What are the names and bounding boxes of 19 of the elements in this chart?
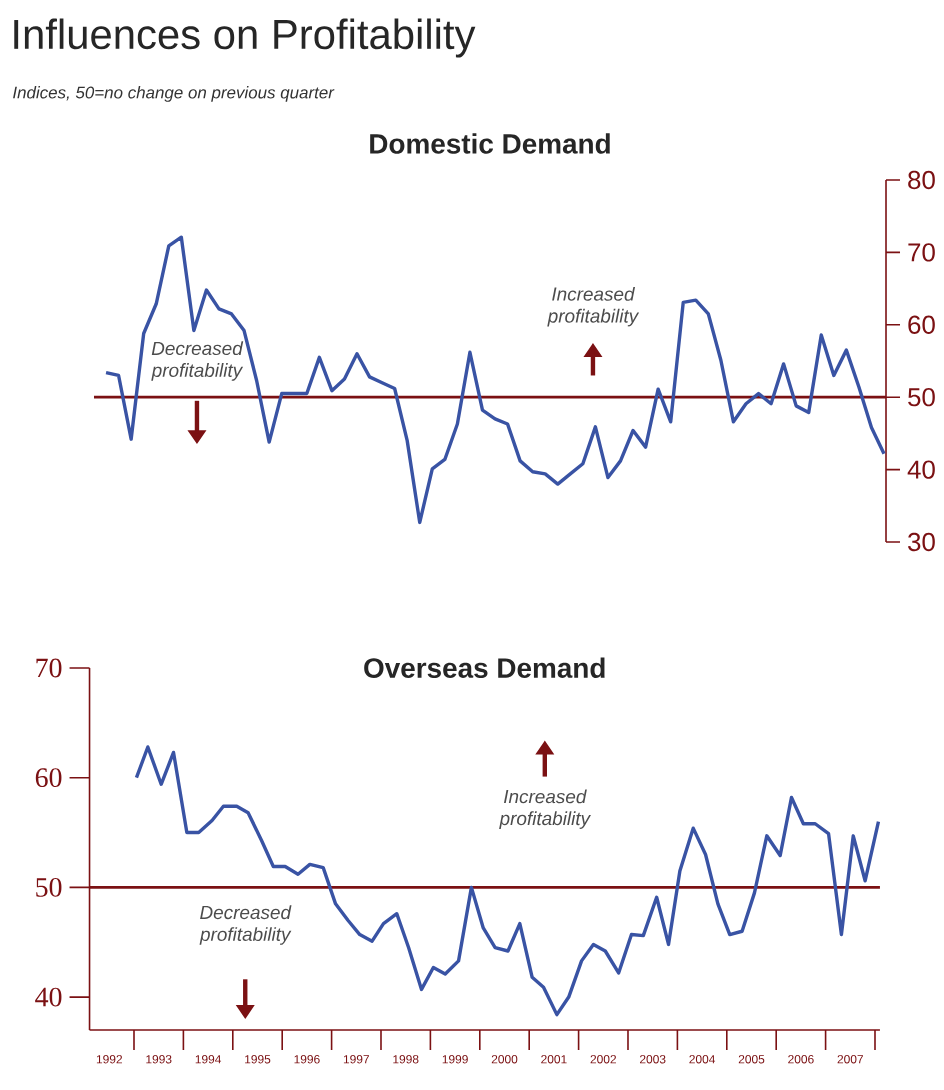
text: Influences on Profitability (14, 18, 476, 58)
line-series (134, 745, 881, 1017)
y-tick-label: 60 (35, 768, 62, 788)
y-tick-label: 60 (908, 315, 935, 334)
y-tick-label: 40 (35, 987, 62, 1007)
annotation: Decreased profitability (199, 905, 292, 945)
y-tick-label: 70 (36, 658, 62, 678)
chart-title: Domestic Demand (370, 133, 610, 154)
annotation: Increased profitability (499, 789, 591, 829)
y-tick-label: 40 (907, 460, 935, 479)
y-tick-label: 30 (908, 532, 935, 552)
annotation: Decreased profitability (151, 341, 244, 381)
y-tick-label: 50 (908, 388, 935, 407)
text: Indices, 50=no change on previous quarter (13, 86, 335, 102)
y-tick-label: 80 (908, 170, 935, 190)
chart-title: Overseas Demand (364, 657, 605, 678)
y-tick-label: 50 (36, 877, 62, 897)
annotation: Increased profitability (547, 286, 640, 327)
y-tick-label: 70 (908, 243, 935, 262)
